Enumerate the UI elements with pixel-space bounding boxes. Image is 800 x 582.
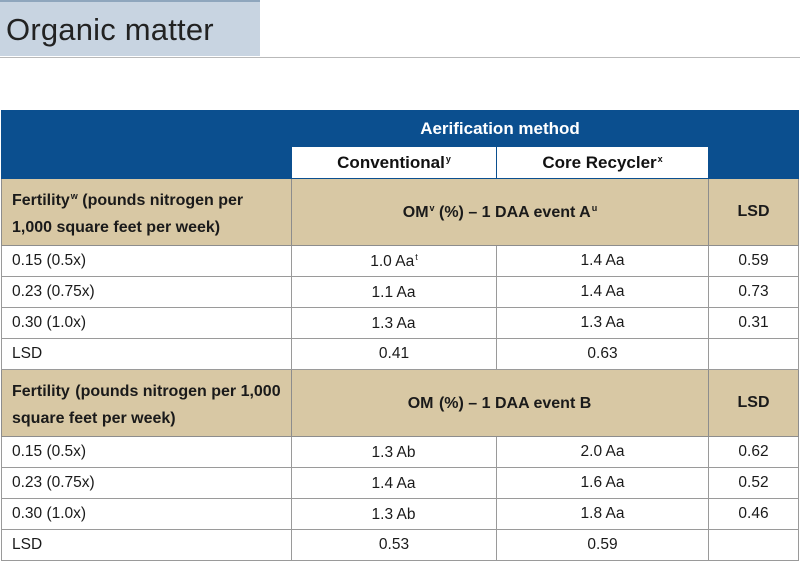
rate-cell: 0.15 (0.5x) (1, 245, 292, 277)
table-row: 0.15 (0.5x) 1.0 Aat 1.4 Aa 0.59 (1, 245, 799, 277)
lsd-conventional-cell: 0.41 (291, 338, 497, 370)
column-header-conventional: Conventionaly (291, 146, 497, 179)
lsd-cell: 0.73 (708, 276, 799, 308)
table-row: 0.30 (1.0x) 1.3 Ab 1.8 Aa 0.46 (1, 498, 799, 530)
lsd-cell: 0.62 (708, 436, 799, 468)
lsd-empty-cell (708, 338, 799, 370)
rate-cell: 0.30 (1.0x) (1, 307, 292, 339)
rate-cell: 0.23 (0.75x) (1, 276, 292, 308)
lsd-row-label: LSD (1, 338, 292, 370)
header-empty-left (1, 110, 292, 147)
conventional-cell: 1.0 Aat (291, 245, 497, 277)
conventional-cell: 1.3 Aa (291, 307, 497, 339)
core-recycler-cell: 1.4 Aa (496, 276, 709, 308)
conventional-cell: 1.3 Ab (291, 436, 497, 468)
lsd-cell: 0.52 (708, 467, 799, 499)
core-recycler-cell: 1.6 Aa (496, 467, 709, 499)
rate-cell: 0.23 (0.75x) (1, 467, 292, 499)
rate-cell: 0.30 (1.0x) (1, 498, 292, 530)
data-table-container: Aerification method Conventionaly Core R… (1, 110, 799, 561)
table-row: 0.15 (0.5x) 1.3 Ab 2.0 Aa 0.62 (1, 436, 799, 468)
organic-matter-table: Aerification method Conventionaly Core R… (1, 110, 799, 561)
column-header-row: Conventionaly Core Recyclerx (1, 146, 799, 179)
lsd-empty-cell (708, 529, 799, 561)
core-recycler-cell: 2.0 Aa (496, 436, 709, 468)
conventional-cell: 1.1 Aa (291, 276, 497, 308)
lsd-core-recycler-cell: 0.63 (496, 338, 709, 370)
fertility-header: Fertilityw (pounds nitrogen per 1,000 sq… (1, 178, 292, 246)
lsd-row: LSD 0.53 0.59 (1, 529, 799, 561)
aerification-method-header: Aerification method (291, 110, 709, 147)
lsd-cell: 0.59 (708, 245, 799, 277)
title-tab: Organic matter (0, 0, 260, 56)
om-event-header: OMv (%) – 1 DAA event Au (291, 178, 709, 246)
lsd-cell: 0.46 (708, 498, 799, 530)
column-header-core-recycler: Core Recyclerx (496, 146, 709, 179)
conventional-cell: 1.3 Ab (291, 498, 497, 530)
section-header-row-0: Fertilityw (pounds nitrogen per 1,000 sq… (1, 178, 799, 246)
core-recycler-cell: 1.8 Aa (496, 498, 709, 530)
table-row: 0.30 (1.0x) 1.3 Aa 1.3 Aa 0.31 (1, 307, 799, 339)
header-empty-right (708, 110, 799, 179)
fertility-header: Fertility (pounds nitrogen per 1,000 squ… (1, 369, 292, 437)
group-header-row: Aerification method (1, 110, 799, 179)
header-empty-left-2 (1, 146, 292, 179)
table-row: 0.23 (0.75x) 1.1 Aa 1.4 Aa 0.73 (1, 276, 799, 308)
lsd-cell: 0.31 (708, 307, 799, 339)
lsd-header: LSD (708, 178, 799, 246)
lsd-core-recycler-cell: 0.59 (496, 529, 709, 561)
om-event-header: OM (%) – 1 DAA event B (291, 369, 709, 437)
conventional-cell: 1.4 Aa (291, 467, 497, 499)
lsd-row-label: LSD (1, 529, 292, 561)
core-recycler-cell: 1.3 Aa (496, 307, 709, 339)
lsd-row: LSD 0.41 0.63 (1, 338, 799, 370)
section-header-row-1: Fertility (pounds nitrogen per 1,000 squ… (1, 369, 799, 437)
page-title: Organic matter (6, 12, 214, 47)
rate-cell: 0.15 (0.5x) (1, 436, 292, 468)
lsd-header: LSD (708, 369, 799, 437)
core-recycler-cell: 1.4 Aa (496, 245, 709, 277)
lsd-conventional-cell: 0.53 (291, 529, 497, 561)
table-row: 0.23 (0.75x) 1.4 Aa 1.6 Aa 0.52 (1, 467, 799, 499)
header-rule (0, 57, 800, 58)
